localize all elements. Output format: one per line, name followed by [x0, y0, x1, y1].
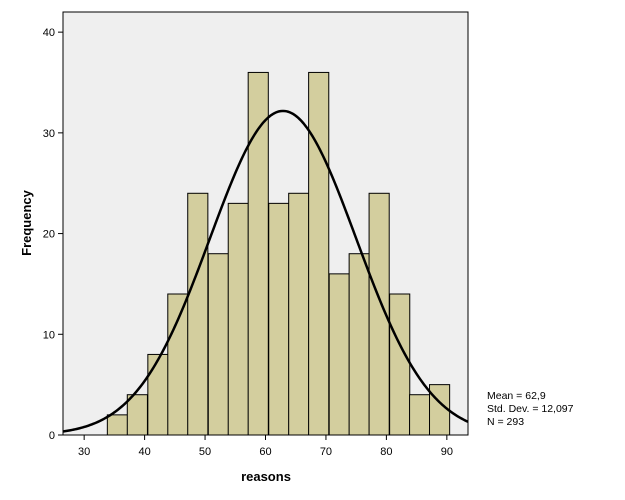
std-dev-label: Std. Dev. = 12,097 — [487, 403, 574, 415]
histogram-bar-8 — [247, 71, 269, 436]
x-axis: 30 40 50 60 70 80 90 — [78, 435, 453, 458]
histogram-bar-10 — [288, 192, 310, 436]
y-tick-label: 20 — [43, 229, 55, 241]
histogram-bar-3 — [147, 353, 169, 436]
y-tick-label: 40 — [43, 27, 55, 39]
histogram-bar-15 — [389, 293, 411, 436]
x-tick-label: 30 — [78, 446, 90, 458]
histogram-bar-1 — [106, 414, 128, 436]
x-axis-title: reasons — [241, 469, 291, 484]
n-label: N = 293 — [487, 416, 525, 428]
y-axis-title: Frequency — [19, 189, 34, 256]
histogram-bar-2 — [126, 394, 148, 436]
y-tick-label: 30 — [43, 128, 55, 140]
normal-curve — [62, 109, 469, 433]
y-tick-label: 0 — [49, 430, 55, 442]
x-tick-label: 50 — [199, 446, 211, 458]
y-tick-label: 10 — [43, 329, 55, 341]
x-tick-label: 80 — [380, 446, 392, 458]
histogram-bar-5 — [187, 192, 209, 436]
x-tick-label: 60 — [259, 446, 271, 458]
histogram-bar-7 — [227, 202, 249, 436]
histogram-bar-11 — [308, 71, 330, 436]
histogram-bar-9 — [268, 202, 290, 436]
histogram-bar-6 — [207, 253, 229, 436]
histogram-bar-12 — [328, 273, 350, 436]
mean-label: Mean = 62,9 — [487, 390, 546, 402]
histogram-bar-16 — [409, 394, 431, 436]
x-tick-label: 40 — [138, 446, 150, 458]
histogram-bar-4 — [167, 293, 189, 436]
statistics-legend: Mean = 62,9 Std. Dev. = 12,097 N = 293 — [487, 390, 574, 429]
y-axis: 0 10 20 30 40 — [43, 27, 63, 442]
x-tick-label: 70 — [320, 446, 332, 458]
x-tick-label: 90 — [441, 446, 453, 458]
histogram-bar-13 — [348, 253, 370, 436]
